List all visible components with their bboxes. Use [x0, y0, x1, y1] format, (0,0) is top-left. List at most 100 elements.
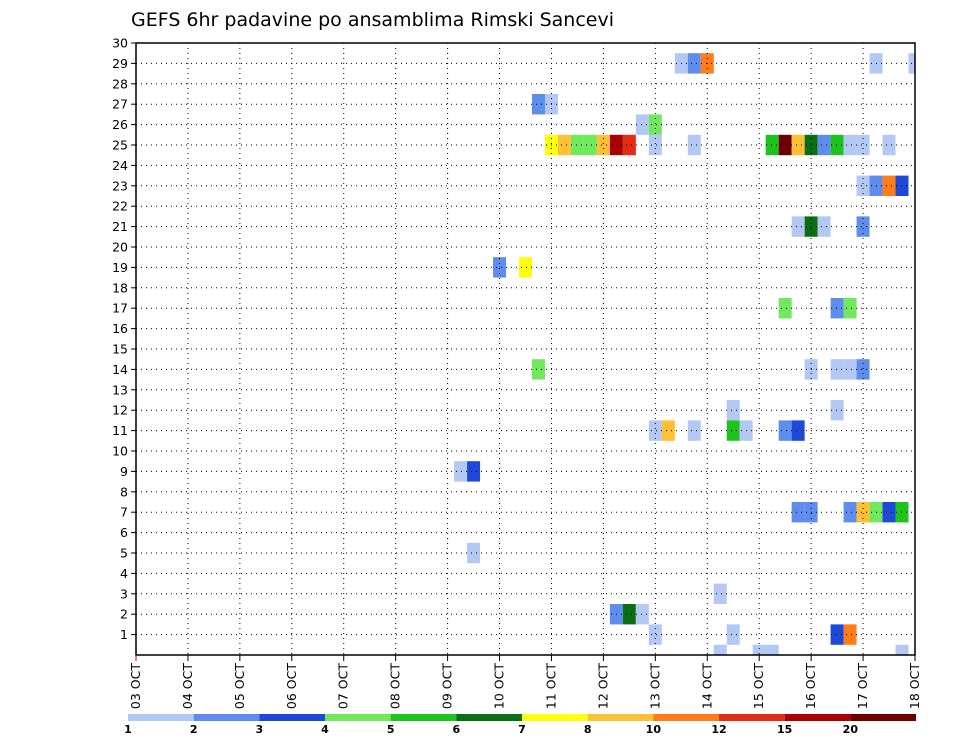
- x-tick-label: 14 OCT: [699, 663, 714, 709]
- y-tick-label: 29: [112, 56, 128, 71]
- colorbar-label: 10: [646, 723, 662, 736]
- heatmap-cell: [519, 257, 532, 278]
- chart-title: GEFS 6hr padavine po ansamblima Rimski S…: [131, 9, 614, 31]
- colorbar-label: 4: [321, 723, 329, 736]
- colorbar-label: 6: [453, 723, 461, 736]
- heatmap-cell: [765, 644, 779, 655]
- x-tick-label: 13 OCT: [647, 663, 662, 709]
- heatmap-cell: [622, 604, 636, 625]
- heatmap-cell: [895, 175, 909, 196]
- colorbar-label: 7: [518, 723, 526, 736]
- heatmap-cell: [531, 359, 545, 380]
- heatmap-cells: [454, 53, 915, 655]
- y-tick-label: 26: [112, 117, 128, 132]
- colorbar-label: 3: [256, 723, 264, 736]
- heatmap-cell: [856, 175, 870, 196]
- heatmap-cell: [895, 502, 909, 523]
- heatmap-cell: [843, 624, 857, 645]
- heatmap-cell: [856, 216, 870, 237]
- y-tick-label: 8: [120, 484, 128, 499]
- colorbar-swatch: [784, 714, 851, 721]
- heatmap-cell: [882, 134, 896, 156]
- heatmap-cell: [648, 420, 662, 441]
- colorbar-swatch: [259, 714, 325, 721]
- heatmap-cell: [791, 420, 805, 441]
- y-tick-label: 19: [112, 260, 128, 275]
- colorbar-swatch: [390, 714, 457, 721]
- heatmap-cell: [830, 298, 844, 319]
- x-tick-label: 04 OCT: [180, 663, 195, 709]
- heatmap-cell: [791, 216, 805, 237]
- y-axis-members: 1234567891011121314151617181920212223242…: [112, 36, 136, 642]
- heatmap-cell: [778, 134, 792, 156]
- y-tick-label: 25: [112, 138, 128, 153]
- y-tick-label: 4: [120, 566, 128, 581]
- y-tick-label: 15: [112, 342, 128, 357]
- y-tick-label: 30: [112, 36, 128, 51]
- heatmap-cell: [791, 502, 805, 523]
- heatmap-cell: [843, 359, 857, 380]
- y-tick-label: 11: [112, 423, 128, 438]
- y-tick-label: 22: [112, 199, 128, 214]
- colorbar-swatch: [653, 714, 719, 721]
- y-tick-label: 21: [112, 219, 128, 234]
- colorbar-label: 1: [124, 723, 132, 736]
- colorbar-swatch: [128, 714, 194, 721]
- heatmap-cell: [648, 134, 662, 156]
- heatmap-cell: [830, 359, 844, 380]
- heatmap-cell: [570, 134, 584, 156]
- heatmap-cell: [882, 502, 896, 523]
- y-tick-label: 5: [120, 546, 128, 561]
- x-tick-label: 16 OCT: [803, 663, 818, 709]
- heatmap-cell: [778, 298, 792, 319]
- y-tick-label: 6: [120, 525, 128, 540]
- y-tick-label: 16: [112, 321, 128, 336]
- heatmap-cell: [817, 134, 831, 156]
- colorbar-swatch: [325, 714, 391, 721]
- heatmap-cell: [454, 461, 468, 482]
- colorbar-swatch: [193, 714, 260, 721]
- heatmap-cell: [713, 583, 727, 604]
- y-tick-label: 7: [120, 505, 128, 520]
- x-tick-label: 03 OCT: [128, 663, 143, 709]
- x-tick-label: 10 OCT: [492, 663, 507, 709]
- heatmap-cell: [713, 644, 727, 655]
- colorbar-label: 8: [584, 723, 592, 736]
- y-tick-label: 28: [112, 76, 128, 91]
- x-tick-label: 08 OCT: [388, 663, 403, 709]
- colorbar-swatch: [850, 714, 916, 721]
- heatmap-cell: [765, 134, 779, 156]
- x-tick-label: 17 OCT: [855, 663, 870, 709]
- y-tick-label: 17: [112, 301, 128, 316]
- heatmap-cell: [557, 134, 571, 156]
- y-tick-label: 10: [112, 444, 128, 459]
- heatmap-cell: [843, 502, 857, 523]
- heatmap-cell: [493, 257, 507, 278]
- x-tick-label: 05 OCT: [232, 663, 247, 709]
- heatmap-cell: [648, 624, 662, 645]
- heatmap-cell: [687, 53, 701, 74]
- heatmap-cell: [583, 134, 597, 156]
- colorbar-swatch: [456, 714, 522, 721]
- heatmap-cell: [856, 502, 870, 523]
- heatmap-cell: [752, 644, 766, 655]
- heatmap-cell: [895, 644, 909, 655]
- y-tick-label: 24: [112, 158, 128, 173]
- heatmap-cell: [726, 400, 740, 421]
- heatmap-cell: [830, 134, 844, 156]
- heatmap-cell: [596, 134, 610, 156]
- heatmap-cell: [467, 542, 481, 564]
- y-tick-label: 1: [120, 627, 128, 642]
- y-tick-label: 12: [112, 403, 128, 418]
- heatmap-cell: [843, 298, 857, 319]
- heatmap-cell: [726, 420, 740, 441]
- y-tick-label: 13: [112, 382, 128, 397]
- heatmap-cell: [778, 420, 792, 441]
- y-tick-label: 2: [120, 607, 128, 622]
- y-tick-label: 20: [112, 240, 128, 255]
- heatmap-cell: [648, 114, 662, 135]
- heatmap-cell: [843, 134, 857, 156]
- colorbar-legend: 1 2 3 4 5 6 7 8 10 12 15 20: [124, 714, 916, 736]
- x-tick-label: 09 OCT: [440, 663, 455, 709]
